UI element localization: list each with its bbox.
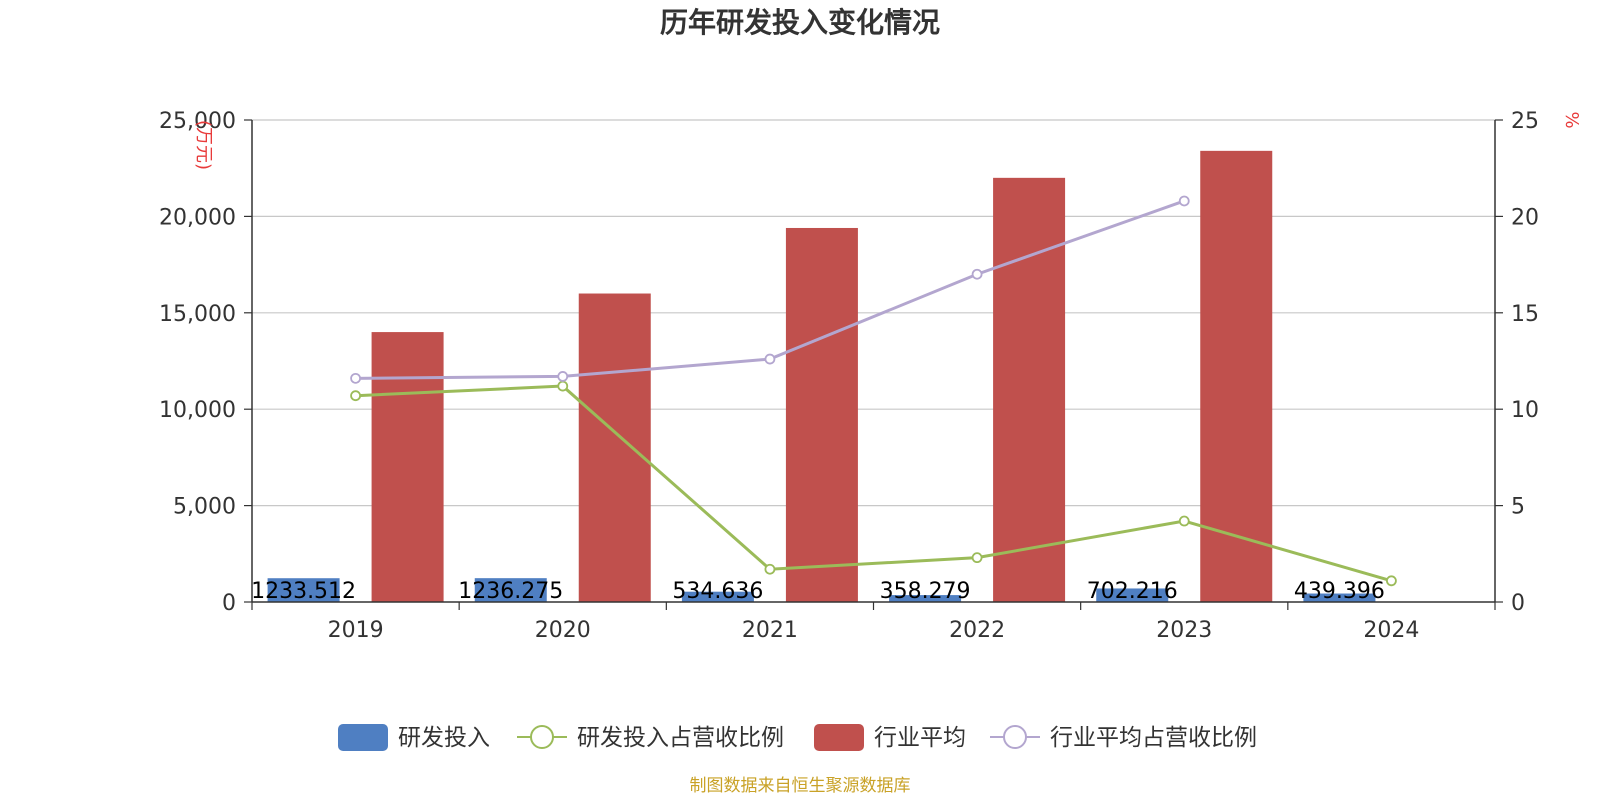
bar — [371, 332, 444, 602]
bar-data-label: 534.636 — [672, 579, 763, 604]
x-axis-tick-label: 2023 — [1156, 618, 1212, 643]
line-point — [1178, 195, 1190, 207]
grid-lines — [252, 119, 1495, 507]
line-point — [557, 380, 569, 392]
bar — [474, 578, 547, 602]
legend: 研发投入 研发投入占营收比例 行业平均 行业平均占营收比例 — [338, 724, 1257, 751]
bar — [267, 578, 340, 602]
bar-data-label: 1233.512 — [251, 579, 356, 604]
source-note: 制图数据来自恒生聚源数据库 — [690, 776, 911, 796]
right-axis-tick-label: 20 — [1511, 205, 1539, 230]
bar — [1200, 150, 1273, 602]
left-axis-tick-label: 10,000 — [159, 398, 236, 423]
bar — [578, 293, 651, 602]
line-point — [971, 552, 983, 564]
line-point — [557, 371, 569, 382]
legend-swatch-bar — [338, 724, 388, 751]
right-axis-tick-label: 0 — [1511, 591, 1525, 616]
axes-group: 0 0 5,000 5 10,000 10 15,000 15 20,000 20 25,000 25… — [159, 109, 1539, 643]
legend-label: 研发投入占营收比例 — [577, 725, 784, 751]
line-point — [764, 563, 776, 575]
left-axis-tick-label: 20,000 — [159, 205, 236, 230]
bar — [1096, 588, 1169, 602]
legend-swatch-bar — [814, 724, 864, 751]
bar — [1303, 593, 1376, 602]
left-axis-unit: (万元) — [193, 120, 214, 170]
line-point — [1386, 575, 1397, 587]
line-point — [971, 268, 983, 280]
x-axis-tick-label: 2024 — [1363, 618, 1419, 643]
right-axis-unit: % — [1561, 111, 1582, 128]
data-labels-group: 1233.512 1236.275 534.636 358.279 702.216 439… — [251, 579, 1385, 604]
bar — [993, 177, 1066, 602]
legend-swatch-marker — [530, 725, 554, 749]
right-axis-tick-label: 15 — [1511, 302, 1539, 327]
legend-label: 研发投入 — [398, 725, 490, 751]
x-axis-tick-label: 2022 — [949, 618, 1005, 643]
chart-title: 历年研发投入变化情况 — [660, 6, 940, 39]
left-axis-tick-label: 5,000 — [173, 495, 236, 520]
legend-label: 行业平均占营收比例 — [1050, 725, 1257, 751]
line-point — [1178, 515, 1190, 527]
line-point — [350, 372, 361, 384]
line-point — [350, 390, 361, 402]
right-axis-tick-label: 5 — [1511, 495, 1525, 520]
left-axis-tick-label: 25,000 — [159, 109, 236, 134]
right-axis-tick-label: 10 — [1511, 398, 1539, 423]
bar-data-label: 439.396 — [1294, 579, 1385, 604]
bar — [785, 227, 858, 602]
legend-label: 行业平均 — [874, 725, 966, 751]
legend-swatch-marker — [1003, 725, 1027, 749]
bar — [681, 591, 754, 602]
left-axis-tick-label: 0 — [222, 591, 236, 616]
line-point — [764, 353, 776, 365]
x-axis-tick-label: 2020 — [535, 618, 591, 643]
right-axis-tick-label: 25 — [1511, 109, 1539, 134]
series-line — [355, 384, 1392, 583]
bar-data-label: 1236.275 — [458, 579, 563, 604]
lines-group — [350, 195, 1397, 587]
bar-data-label: 702.216 — [1087, 579, 1178, 604]
x-axis-tick-label: 2019 — [328, 618, 384, 643]
bar — [889, 595, 962, 602]
bar-data-label: 358.279 — [880, 579, 971, 604]
left-axis-tick-label: 15,000 — [159, 302, 236, 327]
x-axis-tick-label: 2021 — [742, 618, 798, 643]
